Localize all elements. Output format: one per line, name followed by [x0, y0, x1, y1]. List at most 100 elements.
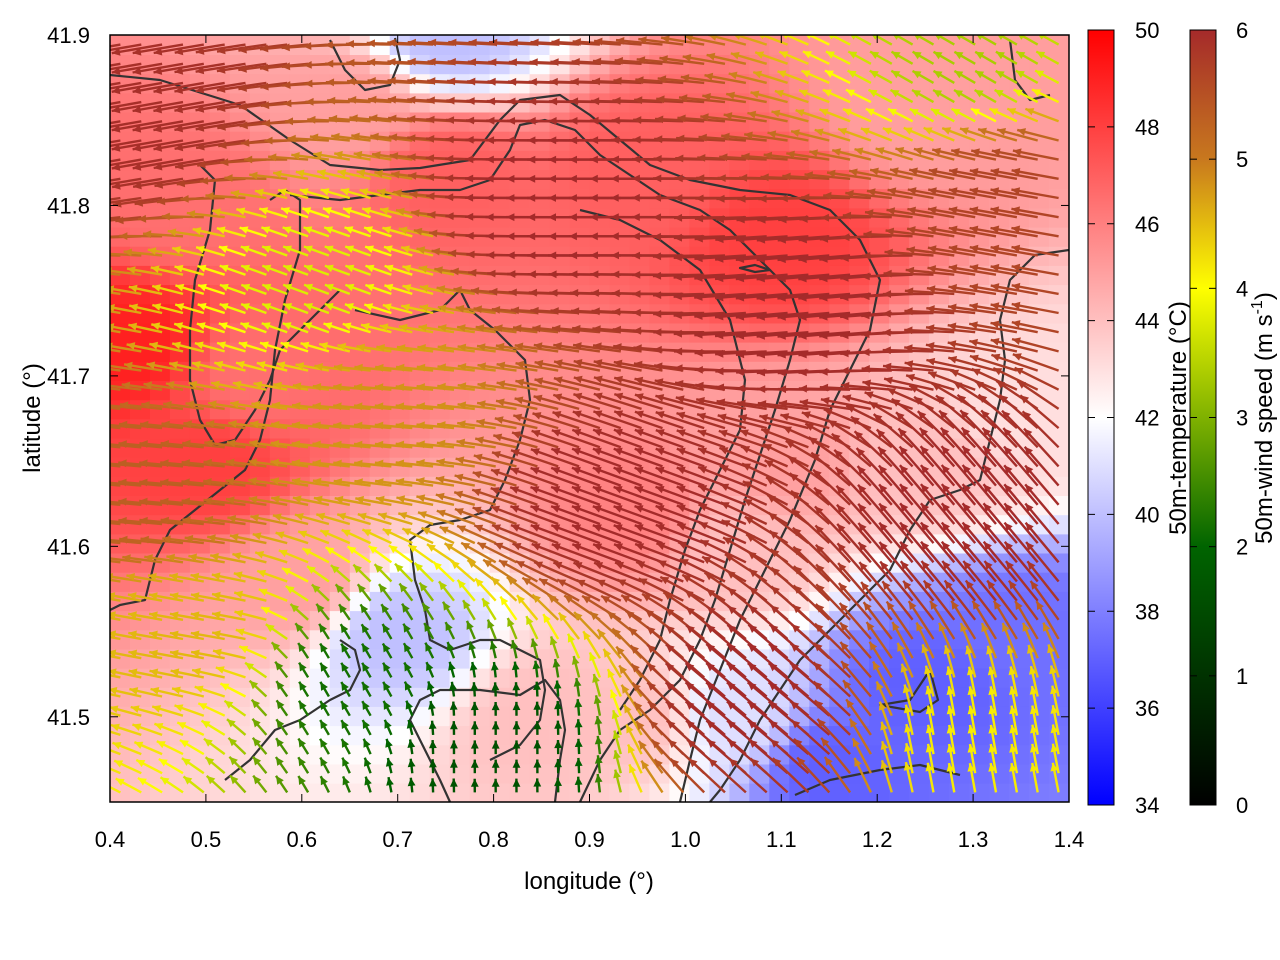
wind-arrow — [273, 381, 309, 391]
wind-arrow — [338, 603, 351, 621]
wind-arrow — [261, 322, 288, 334]
wind-arrow — [472, 506, 517, 526]
wind-arrow — [160, 440, 204, 449]
heatmap-cell — [769, 571, 791, 592]
wind-arrow — [382, 681, 393, 698]
wind-colorbar: 0 1 2 3 4 5 6 50m-wind speed (m s-1) — [1189, 18, 1278, 818]
wind-arrow — [110, 500, 142, 506]
wind-arrow — [400, 303, 434, 315]
wind-arrow — [349, 114, 392, 123]
wind-arrow — [394, 562, 414, 583]
wind-arrow — [219, 264, 246, 276]
heatmap-cell — [369, 591, 391, 612]
wind-arrow — [333, 363, 371, 372]
heatmap-cell — [409, 648, 431, 669]
heatmap-cell — [309, 418, 331, 439]
heatmap-cell — [389, 763, 411, 784]
wind-arrow — [282, 302, 309, 315]
wind-arrow — [322, 207, 351, 219]
wind-arrow — [367, 544, 393, 564]
heatmap-cell — [429, 725, 451, 746]
heatmap-cell — [669, 686, 691, 707]
heatmap-cell — [389, 380, 411, 401]
contour-line — [579, 208, 747, 711]
heatmap-cell — [729, 706, 751, 727]
heatmap-cell — [449, 226, 471, 247]
wind-arrow — [359, 603, 372, 621]
heatmap-cell — [429, 169, 451, 190]
wind-arrow — [407, 543, 434, 564]
wind-arrow — [132, 43, 184, 56]
wind-arrow — [270, 439, 309, 449]
heatmap-cell — [389, 706, 411, 727]
heatmap-cell — [909, 706, 930, 727]
wind-arrow — [111, 120, 163, 133]
wind-arrow — [441, 601, 456, 621]
wind-arrow — [356, 169, 392, 180]
wind-arrow — [297, 530, 330, 545]
wind-arrow — [482, 558, 518, 583]
heatmap-cell — [769, 782, 791, 802]
wind-arrow — [428, 700, 436, 716]
wind-arrow — [282, 226, 309, 238]
wind-arrow — [271, 401, 309, 411]
heatmap-cell — [649, 667, 671, 688]
wind-arrow — [287, 134, 329, 143]
wind-arrow — [359, 188, 392, 200]
wind-arrow — [374, 383, 413, 391]
wind-arrow — [339, 623, 351, 640]
heatmap-cell — [589, 744, 611, 765]
wind-arrow — [174, 704, 205, 717]
heatmap-cell — [489, 667, 511, 688]
x-tick-label: 1.3 — [958, 827, 989, 852]
wind-arrow — [309, 133, 350, 142]
heatmap-cell — [769, 552, 791, 573]
wind-arrow — [307, 115, 350, 124]
heatmap-cell — [689, 706, 711, 727]
wind-arrow — [110, 310, 121, 315]
wind-arrow — [184, 534, 225, 545]
wind-arrow — [470, 778, 479, 793]
heatmap-cell — [349, 610, 371, 631]
wind-arrow — [110, 329, 121, 334]
wind-arrow — [115, 777, 142, 794]
heatmap-cell — [369, 476, 391, 496]
heatmap-cell — [729, 686, 751, 707]
x-axis-label: longitude (°) — [524, 868, 654, 895]
wind-arrow — [356, 583, 372, 602]
heatmap-cell — [489, 610, 511, 631]
heatmap-cell — [769, 111, 791, 132]
heatmap-cell — [1049, 361, 1069, 381]
colorbar-tick-label: 48 — [1135, 115, 1159, 140]
wind-arrow — [457, 363, 496, 372]
wind-arrow — [182, 775, 205, 794]
wind-arrow — [427, 681, 435, 697]
wind-arrow — [418, 581, 435, 602]
wind-arrow — [344, 303, 371, 315]
heatmap-cell — [189, 686, 211, 707]
heatmap-cell — [369, 648, 391, 669]
wind-arrow — [139, 440, 184, 449]
temperature-colorbar: 34 36 38 40 42 44 46 48 50 50m-temperature (°C) — [1087, 18, 1192, 818]
heatmap-cell — [449, 667, 471, 688]
wind-colorbar-label: 50m-wind speed (m s-1) — [1249, 292, 1278, 544]
wind-arrow — [110, 425, 121, 430]
heatmap-cell — [949, 648, 970, 669]
heatmap-cell — [589, 706, 611, 727]
wind-arrow — [436, 458, 475, 468]
wind-arrow — [426, 543, 455, 564]
heatmap-cell — [889, 782, 910, 802]
wind-arrow — [182, 439, 225, 449]
heatmap-cell — [989, 73, 1010, 94]
wind-arrow — [126, 342, 163, 353]
wind-arrow — [379, 323, 413, 334]
heatmap-cell — [949, 92, 970, 113]
wind-arrow — [374, 440, 413, 449]
contour-line — [110, 73, 882, 802]
wind-arrow — [450, 740, 458, 755]
wind-arrow — [449, 701, 458, 716]
heatmap-cell — [569, 706, 591, 727]
heatmap-cell — [110, 763, 131, 784]
wind-arrow — [456, 524, 497, 545]
wind-arrow — [446, 641, 456, 659]
